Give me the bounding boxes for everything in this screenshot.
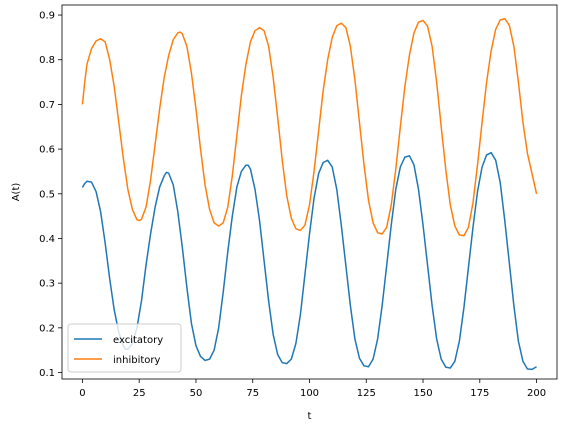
y-tick-label: 0.6 — [39, 145, 55, 156]
x-tick-label: 50 — [190, 388, 203, 399]
x-tick-label: 100 — [300, 388, 319, 399]
plot-area — [62, 5, 557, 379]
y-tick-label: 0.7 — [39, 100, 55, 111]
y-tick-label: 0.1 — [39, 368, 55, 379]
x-tick-label: 150 — [413, 388, 432, 399]
y-tick-label: 0.5 — [39, 189, 55, 200]
series-line-inhibitory — [81, 17, 538, 237]
x-tick-label: 125 — [357, 388, 376, 399]
x-tick-label: 0 — [79, 388, 85, 399]
x-tick-label: 75 — [246, 388, 259, 399]
y-axis-ticks: 0.1 0.2 0.3 0.4 0.5 0.6 0.7 0.8 0.9 — [39, 11, 62, 379]
series-layer — [81, 17, 538, 371]
y-tick-label: 0.2 — [39, 323, 55, 334]
x-axis-label: t — [308, 411, 312, 422]
y-axis-label: A(t) — [11, 183, 22, 202]
x-tick-label: 175 — [470, 388, 489, 399]
x-tick-label: 200 — [527, 388, 546, 399]
y-tick-label: 0.9 — [39, 11, 55, 22]
y-tick-label: 0.8 — [39, 55, 55, 66]
y-tick-label: 0.4 — [39, 234, 55, 245]
legend-label-excitatory: excitatory — [113, 335, 163, 346]
legend-label-inhibitory: inhibitory — [113, 355, 161, 366]
x-tick-label: 25 — [133, 388, 146, 399]
y-tick-label: 0.3 — [39, 279, 55, 290]
legend-box — [67, 323, 182, 373]
x-axis-ticks: 0 25 50 75 100 125 150 175 200 — [79, 379, 546, 399]
legend: excitatory inhibitory — [67, 323, 182, 373]
series-line-excitatory — [81, 151, 537, 371]
